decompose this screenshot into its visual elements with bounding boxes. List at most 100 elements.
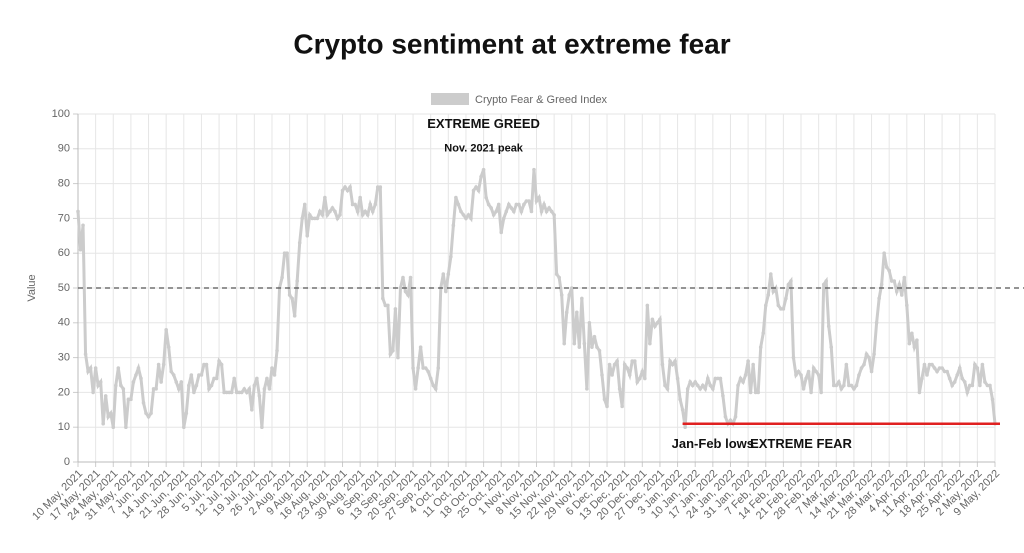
- data-point: [318, 209, 322, 214]
- data-point: [975, 366, 980, 370]
- data-point: [973, 362, 977, 367]
- data-point: [451, 223, 456, 228]
- data-point: [247, 387, 252, 391]
- data-point: [391, 348, 395, 353]
- data-point: [459, 209, 463, 214]
- y-tick-label: 100: [52, 108, 70, 120]
- data-point: [270, 366, 274, 370]
- data-point: [386, 303, 390, 308]
- data-point: [474, 185, 478, 189]
- data-point: [905, 303, 909, 308]
- data-point: [678, 397, 682, 402]
- data-point: [768, 272, 773, 276]
- data-point: [653, 324, 657, 329]
- data-point: [466, 213, 471, 217]
- data-point: [592, 334, 597, 339]
- data-point: [766, 293, 771, 297]
- data-point: [534, 199, 539, 203]
- data-point: [781, 307, 786, 311]
- data-point: [320, 213, 325, 217]
- data-point: [572, 341, 577, 346]
- data-point: [685, 387, 690, 391]
- data-point: [272, 373, 277, 377]
- data-point: [877, 296, 881, 301]
- data-point: [527, 199, 531, 203]
- data-point: [295, 279, 299, 283]
- data-point: [635, 380, 640, 384]
- data-point: [912, 345, 917, 349]
- data-point: [801, 387, 806, 391]
- data-point: [131, 380, 136, 384]
- data-point: [116, 366, 121, 370]
- data-point: [199, 373, 204, 377]
- data-point: [413, 387, 418, 391]
- data-point: [988, 383, 992, 388]
- data-point: [353, 202, 357, 207]
- data-point: [124, 425, 128, 430]
- annotation: Jan-Feb lows: [672, 436, 754, 451]
- data-point: [763, 303, 768, 308]
- data-point: [544, 209, 549, 214]
- data-point: [930, 362, 934, 367]
- data-point: [680, 408, 685, 412]
- data-point: [844, 362, 849, 367]
- data-point: [111, 425, 116, 430]
- data-point: [476, 188, 481, 193]
- data-point: [358, 195, 362, 200]
- data-point: [547, 206, 551, 210]
- data-point: [945, 369, 949, 374]
- data-point: [688, 380, 692, 384]
- data-point: [585, 387, 589, 391]
- data-point: [711, 387, 715, 391]
- annotation: Nov. 2021 peak: [444, 143, 524, 155]
- data-point: [396, 355, 400, 360]
- data-point: [292, 314, 297, 318]
- data-point: [204, 362, 209, 367]
- data-point: [902, 275, 907, 280]
- data-point: [91, 390, 95, 395]
- data-point: [567, 293, 572, 297]
- data-point: [894, 289, 899, 294]
- data-point: [456, 202, 461, 207]
- y-tick-label: 60: [58, 247, 70, 259]
- data-point: [627, 373, 632, 377]
- data-point: [83, 352, 88, 356]
- data-point: [370, 209, 375, 214]
- data-point: [471, 188, 476, 193]
- y-tick-label: 50: [58, 282, 70, 294]
- data-point: [307, 213, 312, 217]
- data-point: [237, 390, 242, 395]
- data-point: [708, 383, 713, 388]
- data-point: [562, 341, 567, 346]
- data-point: [212, 376, 216, 381]
- data-point: [554, 272, 559, 276]
- data-point: [532, 167, 536, 172]
- data-point: [418, 345, 423, 349]
- data-point: [275, 348, 279, 353]
- data-point: [721, 394, 725, 398]
- data-point: [141, 401, 146, 405]
- data-point: [580, 296, 584, 301]
- data-point: [980, 362, 985, 367]
- data-point: [748, 390, 753, 395]
- data-point: [847, 383, 851, 388]
- data-point: [854, 383, 859, 388]
- data-point: [234, 390, 239, 395]
- data-point: [310, 216, 315, 221]
- data-point: [431, 383, 436, 388]
- data-point: [816, 373, 821, 377]
- data-point: [683, 425, 687, 430]
- data-point: [935, 369, 939, 374]
- data-point: [481, 167, 486, 172]
- data-point: [690, 383, 695, 388]
- data-point: [957, 366, 962, 370]
- data-point: [350, 202, 355, 207]
- data-point: [408, 275, 413, 280]
- data-point: [229, 390, 234, 395]
- data-point: [406, 293, 410, 297]
- data-point: [325, 213, 330, 217]
- data-point: [882, 251, 886, 255]
- data-point: [280, 275, 284, 280]
- data-point: [305, 234, 310, 238]
- data-point: [942, 369, 947, 374]
